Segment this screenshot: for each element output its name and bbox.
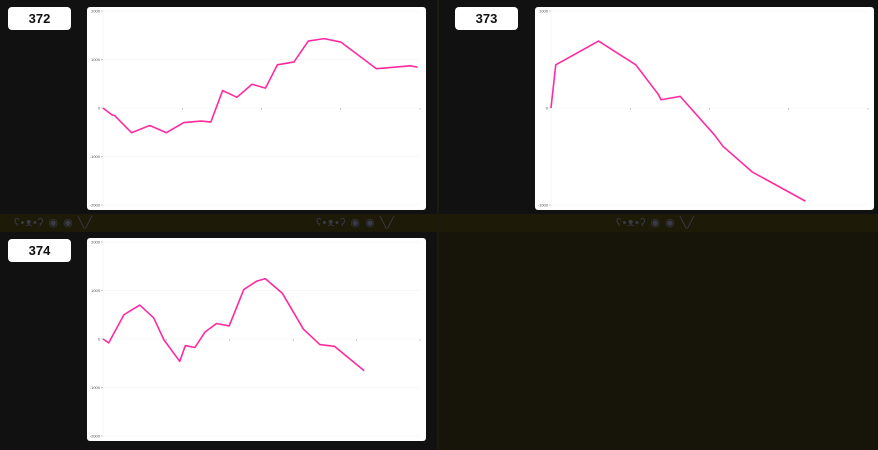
run-label: 374 [8,239,71,262]
y-tick-label: -2000 [90,203,101,208]
series-line [550,40,806,202]
y-tick-label: 1000 [91,288,101,293]
run-label: 373 [455,7,518,30]
run-label: 372 [8,7,71,30]
y-tick-label: -1000 [90,154,101,159]
line-chart: 1000 0 -1000 [538,9,869,208]
y-tick-label: 1000 [539,9,549,14]
decorative-banner [0,214,437,232]
decorative-banner [439,214,878,232]
y-tick-label: -2000 [90,434,101,439]
series-line [102,277,365,372]
line-chart: 2000 1000 0 -1000 -2000 [90,9,421,208]
chart-panel: 2000 1000 0 -1000 -2000 [87,7,426,210]
chart-panel: 2000 1000 0 -1000 -2000 [87,238,426,441]
y-tick-label: 1000 [91,57,101,62]
line-chart: 2000 1000 0 -1000 -2000 [90,240,421,439]
y-tick-label: -1000 [538,203,549,208]
banner-art-icon: ʕ•ᴥ•ʔ ◉ ◉ ╲╱ [14,217,93,229]
y-tick-label: 0 [98,337,101,342]
series-line [102,37,418,134]
y-tick-label: 0 [546,106,549,111]
y-tick-label: 2000 [91,9,101,14]
chart-panel: 1000 0 -1000 [535,7,874,210]
banner-art-icon: ʕ•ᴥ•ʔ ◉ ◉ ╲╱ [316,217,395,229]
banner-art-icon: ʕ•ᴥ•ʔ ◉ ◉ ╲╱ [616,217,695,229]
y-tick-label: 2000 [91,240,101,245]
empty-cell [439,232,878,450]
y-tick-label: -1000 [90,385,101,390]
y-tick-label: 0 [98,106,101,111]
divider [437,0,439,450]
